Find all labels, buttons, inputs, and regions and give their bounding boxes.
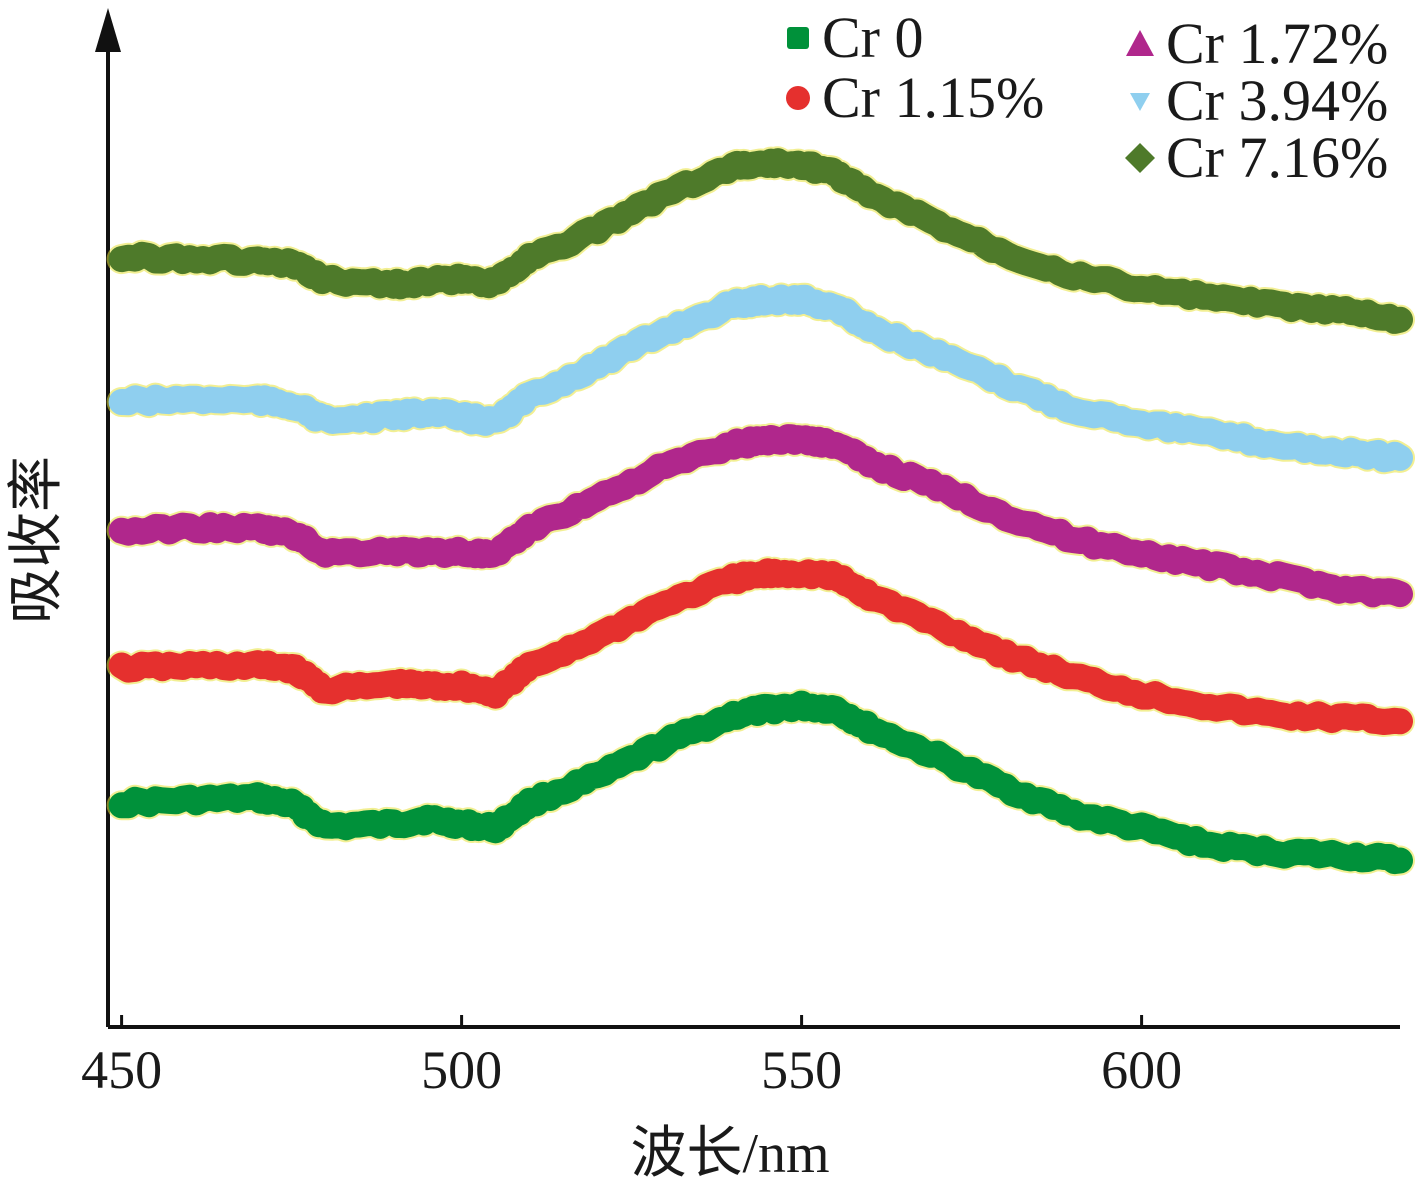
- legend-marker-square: [787, 27, 809, 49]
- series-line: [108, 284, 1413, 473]
- series-cr-0: [106, 688, 1415, 877]
- y-axis-arrow: [95, 8, 121, 52]
- series-line: [108, 148, 1413, 334]
- series-line: [108, 690, 1413, 875]
- legend-item: Cr 0: [787, 5, 924, 70]
- y-axis-title: 吸收率: [6, 456, 68, 624]
- series-cr-3-94-: [106, 282, 1415, 475]
- legend-marker-triangle-up: [1126, 30, 1154, 56]
- legend-marker-triangle-down: [1130, 93, 1150, 111]
- legend-label: Cr 1.15%: [822, 65, 1044, 130]
- axes: [95, 8, 1400, 1029]
- x-tick-label: 500: [421, 1040, 502, 1100]
- legend-label: Cr 3.94%: [1166, 68, 1388, 133]
- x-axis-title: 波长/nm: [630, 1123, 829, 1181]
- x-tick-label: 600: [1101, 1040, 1182, 1100]
- legend-label: Cr 1.72%: [1166, 11, 1388, 76]
- x-tick-label: 450: [81, 1040, 162, 1100]
- series-line: [108, 558, 1413, 735]
- x-tick-label: 550: [761, 1040, 842, 1100]
- legend-item: Cr 3.94%: [1130, 68, 1388, 133]
- legend-label: Cr 7.16%: [1166, 125, 1388, 190]
- legend-item: Cr 1.15%: [786, 65, 1044, 130]
- x-tick-labels: 450 500 550 600: [81, 1040, 1182, 1100]
- series-line: [108, 424, 1413, 608]
- legend-item: Cr 7.16%: [1125, 125, 1388, 190]
- legend-marker-diamond: [1125, 143, 1155, 173]
- series-cr-1-72-: [106, 422, 1415, 610]
- series-cr-7-16-: [106, 146, 1415, 336]
- legend-marker-circle: [786, 86, 810, 110]
- series-cr-1-15-: [106, 556, 1415, 737]
- legend: Cr 0Cr 1.15% Cr 1.72%Cr 3.94%Cr 7.16%: [786, 5, 1388, 190]
- series-lines: [106, 146, 1415, 877]
- legend-label: Cr 0: [822, 5, 924, 70]
- legend-item: Cr 1.72%: [1126, 11, 1388, 76]
